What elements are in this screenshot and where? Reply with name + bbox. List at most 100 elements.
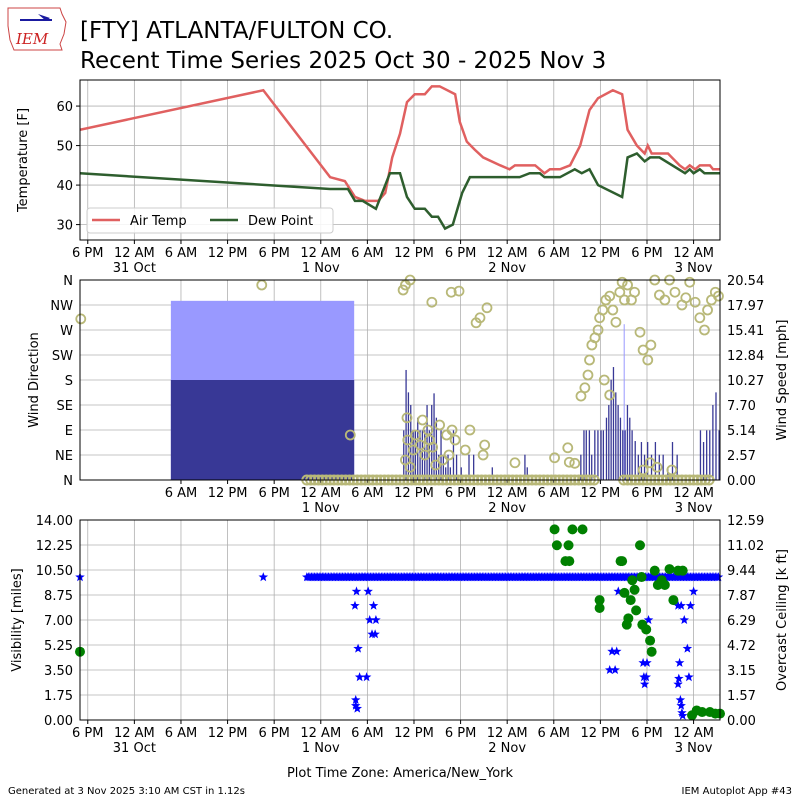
ceiling-tick-label: 1.57 <box>727 689 756 704</box>
speed-bar <box>442 454 445 480</box>
speed-bar <box>610 379 612 480</box>
direction-point <box>407 444 419 456</box>
visibility-point <box>370 629 380 639</box>
speed-bar <box>468 454 470 480</box>
date-label: 1 Nov <box>302 741 340 756</box>
direction-point <box>459 444 471 456</box>
direction-tick-label: SE <box>57 399 73 414</box>
direction-point <box>610 316 622 328</box>
ceiling-tick-label: 12.59 <box>727 514 764 529</box>
ceiling-point <box>668 595 679 606</box>
visibility-point <box>643 615 654 624</box>
logo-text: IEM <box>15 30 49 48</box>
speed-tick-label: 20.54 <box>727 274 764 289</box>
x-tick-label: 12 PM <box>208 486 248 501</box>
direction-tick-label: SW <box>52 349 73 364</box>
ceiling-point <box>659 579 670 590</box>
direction-point <box>642 354 654 366</box>
title-line-2: Recent Time Series 2025 Oct 30 - 2025 No… <box>80 48 606 74</box>
visibility-point <box>351 700 361 710</box>
speed-bar <box>585 430 587 480</box>
direction-point <box>434 419 446 431</box>
speed-bar <box>449 467 452 480</box>
direction-tick-label: NE <box>55 449 73 464</box>
x-tick-label: 6 PM <box>258 726 289 741</box>
x-tick-label: 12 AM <box>487 246 528 261</box>
direction-point <box>579 382 591 394</box>
speed-bar <box>594 430 596 480</box>
ceiling-point <box>563 540 574 551</box>
x-tick-label: 12 AM <box>673 726 714 741</box>
direction-tick-label: N <box>63 474 73 489</box>
direction-point <box>474 312 486 324</box>
ceiling-point <box>677 565 688 576</box>
ceiling-tick-label: 9.44 <box>727 564 756 579</box>
air-temp-line <box>79 85 720 203</box>
visibility-point <box>713 572 724 582</box>
ceiling-tick-label: 11.02 <box>727 539 764 554</box>
direction-point <box>426 296 438 308</box>
speed-tick-label: 2.57 <box>727 449 756 464</box>
direction-point <box>477 449 489 461</box>
visibility-tick-label: 10.50 <box>36 564 73 579</box>
generated-note: Generated at 3 Nov 2025 3:10 AM CST in 1… <box>8 786 245 797</box>
speed-bar <box>580 454 582 480</box>
visibility-point <box>676 700 686 710</box>
y-tick-label: 60 <box>56 100 73 115</box>
y-axis-label-left: Visibility [miles] <box>10 568 25 671</box>
direction-point <box>651 461 663 473</box>
speed-bar <box>699 430 702 480</box>
ceiling-point <box>615 556 626 567</box>
direction-point <box>699 324 710 336</box>
speed-bar <box>671 442 674 480</box>
speed-bar <box>602 430 605 480</box>
ceiling-point <box>629 584 640 595</box>
visibility-panel: 6 PM 12 AM 6 AM 12 PM 6 PM 12 AM 6 AM 12 PM 6 PM… <box>10 514 790 756</box>
visibility-point <box>605 665 615 674</box>
visibility-tick-label: 5.25 <box>44 639 73 654</box>
direction-point <box>402 434 414 446</box>
speed-tick-label: 12.84 <box>727 349 764 364</box>
visibility-point <box>674 673 684 683</box>
speed-bar <box>605 417 608 480</box>
speed-bar <box>473 454 475 480</box>
direction-point <box>645 339 657 351</box>
speed-tick-label: 10.27 <box>727 374 764 389</box>
direction-point <box>629 286 640 298</box>
speed-bar <box>455 454 458 480</box>
direction-point <box>563 456 575 468</box>
x-tick-label: 6 AM <box>165 726 198 741</box>
speed-bar <box>634 441 636 480</box>
direction-point <box>422 424 434 436</box>
visibility-tick-label: 14.00 <box>36 514 73 529</box>
ceiling-tick-label: 7.87 <box>727 589 756 604</box>
speed-bar <box>612 367 615 480</box>
direction-point <box>414 439 426 451</box>
x-tick-label: 12 PM <box>394 726 434 741</box>
x-tick-label: 12 AM <box>114 246 155 261</box>
date-label: 2 Nov <box>488 501 526 516</box>
visibility-point <box>353 643 363 653</box>
y-axis-label-right: Overcast Ceiling [k ft] <box>775 549 790 691</box>
direction-point <box>637 344 649 356</box>
x-tick-label: 6 AM <box>165 246 198 261</box>
ceiling-point <box>577 524 588 535</box>
speed-bar <box>631 430 633 480</box>
direction-point <box>614 286 626 298</box>
direction-tick-label: N <box>63 274 73 289</box>
speed-bar <box>600 430 602 480</box>
ceiling-point <box>641 624 652 635</box>
speed-bar <box>405 369 407 480</box>
x-tick-label: 6 AM <box>351 486 384 501</box>
ceiling-point <box>664 564 675 575</box>
speed-bar <box>624 430 626 480</box>
speed-bar <box>702 442 705 480</box>
ceiling-tick-label: 4.72 <box>727 639 756 654</box>
x-tick-label: 6 PM <box>631 246 662 261</box>
speed-bar <box>426 405 428 480</box>
x-tick-label: 12 PM <box>394 486 434 501</box>
direction-point <box>75 313 87 325</box>
visibility-point <box>642 657 652 667</box>
x-tick-label: 6 PM <box>631 726 662 741</box>
direction-tick-label: NW <box>50 299 73 314</box>
